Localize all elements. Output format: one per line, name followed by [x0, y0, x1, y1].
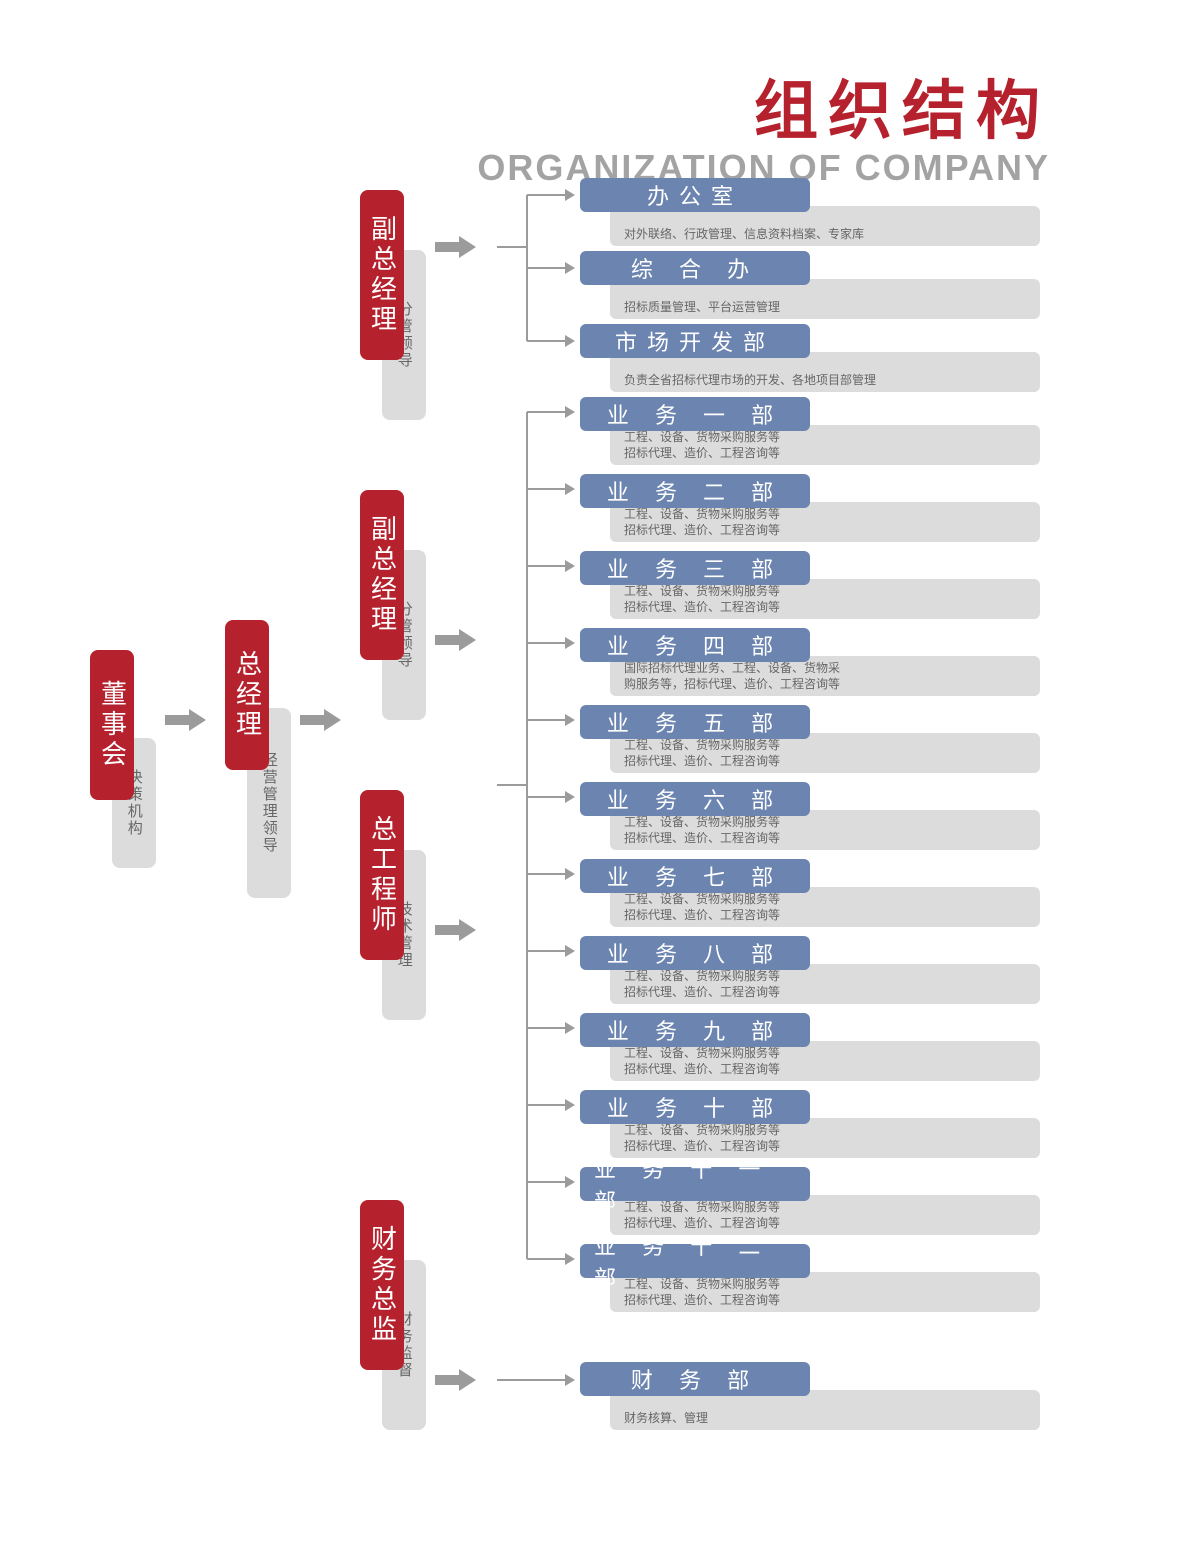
- dept-label: 业 务 六 部: [580, 782, 810, 816]
- dept-13: 业 务 十 一 部工程、设备、货物采购服务等 招标代理、造价、工程咨询等: [580, 1167, 1040, 1235]
- vnode-dgm2: 分管领导副总经理: [360, 490, 404, 660]
- dept-sublabel: 工程、设备、货物采购服务等 招标代理、造价、工程咨询等: [610, 425, 1040, 465]
- arrow-ce: [435, 919, 476, 941]
- dept-10: 业 务 八 部工程、设备、货物采购服务等 招标代理、造价、工程咨询等: [580, 936, 1040, 1004]
- dept-label: 市场开发部: [580, 324, 810, 358]
- arrow-cfo: [435, 1369, 476, 1391]
- dept-sublabel: 对外联络、行政管理、信息资料档案、专家库: [610, 206, 1040, 246]
- vnode-label: 董事会: [90, 650, 134, 800]
- dept-label: 业 务 九 部: [580, 1013, 810, 1047]
- title-cn: 组织结构: [477, 60, 1050, 152]
- dept-label: 业 务 二 部: [580, 474, 810, 508]
- dept-label: 办公室: [580, 178, 810, 212]
- dept-label: 综 合 办: [580, 251, 810, 285]
- dept-label: 业 务 三 部: [580, 551, 810, 585]
- dept-sublabel: 工程、设备、货物采购服务等 招标代理、造价、工程咨询等: [610, 887, 1040, 927]
- dept-sublabel: 招标质量管理、平台运营管理: [610, 279, 1040, 319]
- dept-15: 财 务 部财务核算、管理: [580, 1362, 1040, 1430]
- dept-sublabel: 工程、设备、货物采购服务等 招标代理、造价、工程咨询等: [610, 1041, 1040, 1081]
- dept-label: 业 务 一 部: [580, 397, 810, 431]
- dept-label: 财 务 部: [580, 1362, 810, 1396]
- arrow-board: [165, 709, 206, 731]
- vnode-ce: 技术管理总工程师: [360, 790, 404, 960]
- vnode-label: 副总经理: [360, 190, 404, 360]
- dept-label: 业 务 十 二 部: [580, 1244, 810, 1278]
- dept-sublabel: 工程、设备、货物采购服务等 招标代理、造价、工程咨询等: [610, 502, 1040, 542]
- dept-label: 业 务 十 部: [580, 1090, 810, 1124]
- dept-label: 业 务 十 一 部: [580, 1167, 810, 1201]
- vnode-cfo: 财务监督财务总监: [360, 1200, 404, 1370]
- vnode-gm: 经营管理领导总经理: [225, 620, 269, 770]
- dept-0: 办公室对外联络、行政管理、信息资料档案、专家库: [580, 178, 1040, 246]
- dept-label: 业 务 四 部: [580, 628, 810, 662]
- dept-12: 业 务 十 部工程、设备、货物采购服务等 招标代理、造价、工程咨询等: [580, 1090, 1040, 1158]
- vnode-dgm1: 分管领导副总经理: [360, 190, 404, 360]
- vnode-label: 财务总监: [360, 1200, 404, 1370]
- dept-4: 业 务 二 部工程、设备、货物采购服务等 招标代理、造价、工程咨询等: [580, 474, 1040, 542]
- vnode-board: 决策机构董事会: [90, 650, 134, 800]
- arrow-gm: [300, 709, 341, 731]
- dept-label: 业 务 八 部: [580, 936, 810, 970]
- chart-title: 组织结构 ORGANIZATION OF COMPANY: [477, 60, 1050, 189]
- dept-7: 业 务 五 部工程、设备、货物采购服务等 招标代理、造价、工程咨询等: [580, 705, 1040, 773]
- arrow-dgm2: [435, 629, 476, 651]
- dept-sublabel: 工程、设备、货物采购服务等 招标代理、造价、工程咨询等: [610, 733, 1040, 773]
- dept-3: 业 务 一 部工程、设备、货物采购服务等 招标代理、造价、工程咨询等: [580, 397, 1040, 465]
- vnode-label: 副总经理: [360, 490, 404, 660]
- dept-label: 业 务 五 部: [580, 705, 810, 739]
- dept-sublabel: 财务核算、管理: [610, 1390, 1040, 1430]
- vnode-label: 总经理: [225, 620, 269, 770]
- dept-14: 业 务 十 二 部工程、设备、货物采购服务等 招标代理、造价、工程咨询等: [580, 1244, 1040, 1312]
- vnode-label: 总工程师: [360, 790, 404, 960]
- arrow-dgm1: [435, 236, 476, 258]
- dept-sublabel: 国际招标代理业务、工程、设备、货物采 购服务等，招标代理、造价、工程咨询等: [610, 656, 1040, 696]
- dept-2: 市场开发部负责全省招标代理市场的开发、各地项目部管理: [580, 324, 1040, 392]
- dept-8: 业 务 六 部工程、设备、货物采购服务等 招标代理、造价、工程咨询等: [580, 782, 1040, 850]
- dept-6: 业 务 四 部国际招标代理业务、工程、设备、货物采 购服务等，招标代理、造价、工…: [580, 628, 1040, 696]
- dept-11: 业 务 九 部工程、设备、货物采购服务等 招标代理、造价、工程咨询等: [580, 1013, 1040, 1081]
- dept-sublabel: 工程、设备、货物采购服务等 招标代理、造价、工程咨询等: [610, 579, 1040, 619]
- dept-9: 业 务 七 部工程、设备、货物采购服务等 招标代理、造价、工程咨询等: [580, 859, 1040, 927]
- dept-sublabel: 工程、设备、货物采购服务等 招标代理、造价、工程咨询等: [610, 810, 1040, 850]
- dept-5: 业 务 三 部工程、设备、货物采购服务等 招标代理、造价、工程咨询等: [580, 551, 1040, 619]
- dept-1: 综 合 办招标质量管理、平台运营管理: [580, 251, 1040, 319]
- dept-label: 业 务 七 部: [580, 859, 810, 893]
- dept-sublabel: 工程、设备、货物采购服务等 招标代理、造价、工程咨询等: [610, 964, 1040, 1004]
- dept-sublabel: 负责全省招标代理市场的开发、各地项目部管理: [610, 352, 1040, 392]
